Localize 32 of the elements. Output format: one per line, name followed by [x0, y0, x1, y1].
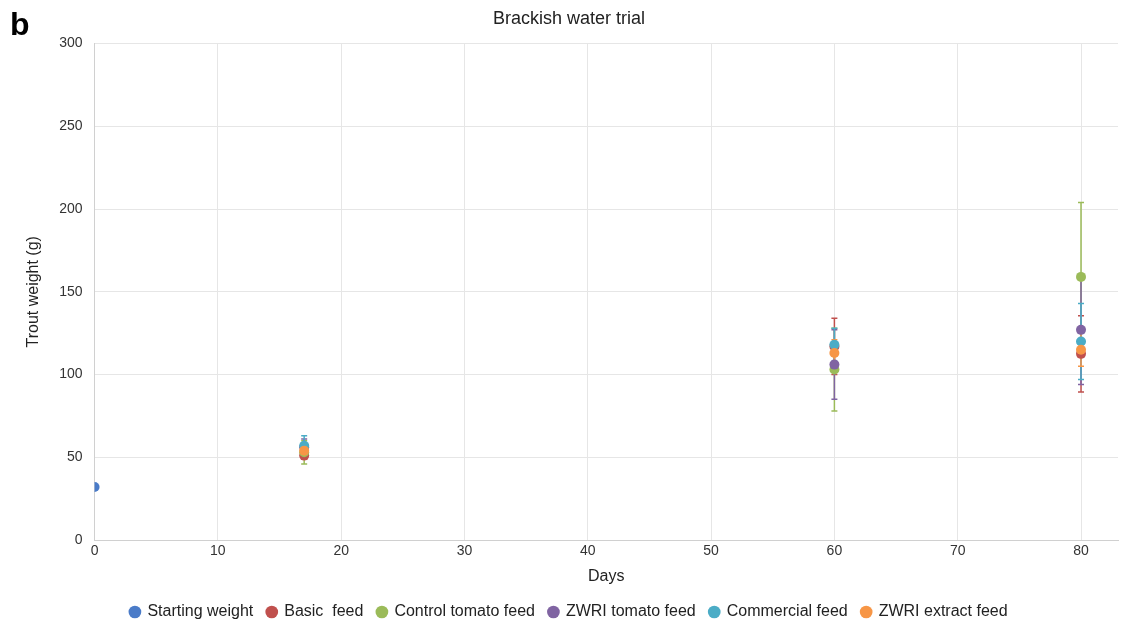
legend-label: ZWRI tomato feed [565, 602, 696, 620]
point [1076, 271, 1087, 282]
x-tick-label: 20 [333, 542, 350, 559]
text: b [10, 6, 30, 43]
x-tick-label: 30 [456, 542, 473, 559]
x-tick-label: 10 [210, 542, 226, 559]
point [1076, 344, 1087, 355]
y-tick-label: 250 [59, 117, 83, 134]
point [1076, 324, 1087, 335]
y-tick-label: 300 [59, 34, 83, 51]
y-tick-label: 50 [66, 448, 83, 465]
y-tick-label: 100 [59, 365, 83, 382]
x-tick-label: 40 [579, 542, 596, 559]
x-tick-label: 60 [826, 542, 843, 559]
point [829, 348, 840, 359]
x-tick-label: 80 [1073, 542, 1090, 559]
legend-label: Commercial feed [726, 602, 848, 620]
point [829, 359, 840, 370]
y-tick-label: 0 [74, 530, 83, 547]
y-axis-title: Trout weight (g) [24, 236, 42, 348]
x-axis-title: Days [588, 566, 625, 584]
legend-label: Basic feed [284, 602, 364, 620]
legend-label: Control tomato feed [394, 602, 535, 620]
x-tick-label: 50 [703, 542, 720, 559]
x-tick-label: 70 [949, 542, 966, 559]
legend-label: ZWRI extract feed [878, 602, 1008, 620]
y-tick-label: 150 [59, 282, 83, 299]
point [1076, 336, 1087, 347]
y-tick-label: 200 [59, 199, 83, 216]
legend-label: Starting weight [147, 602, 254, 620]
chart-title: Brackish water trial [492, 7, 646, 28]
x-tick-label: 0 [90, 542, 99, 559]
